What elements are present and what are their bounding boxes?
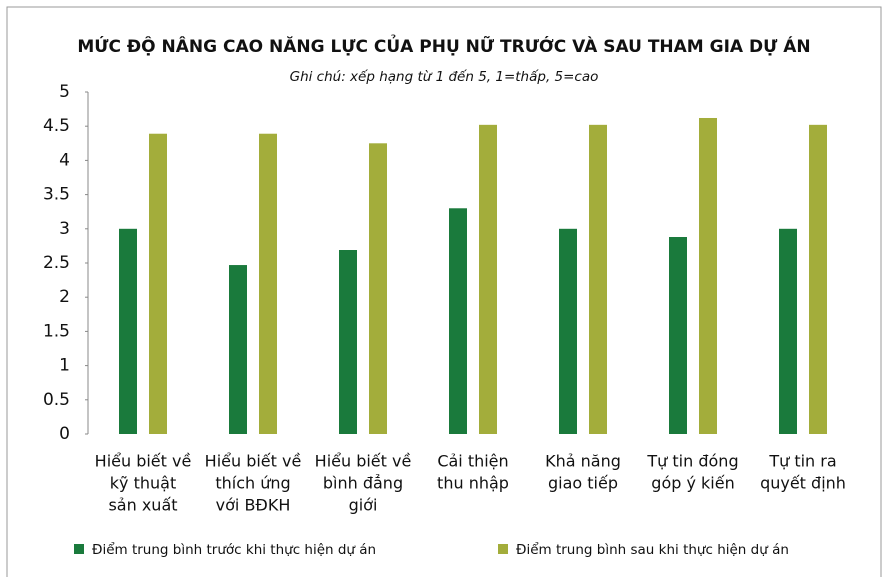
y-tick-label: 1	[59, 356, 70, 376]
legend-swatch	[74, 544, 84, 554]
bar	[339, 250, 357, 434]
x-tick-label: Cải thiện	[437, 452, 508, 471]
x-tick-label: Hiểu biết về	[315, 452, 412, 471]
x-tick-label: kỹ thuật	[110, 474, 176, 493]
y-tick-label: 3.5	[43, 185, 70, 205]
bar	[259, 133, 277, 434]
y-tick-label: 4	[59, 150, 70, 170]
bar	[479, 124, 497, 434]
x-tick-label: Hiểu biết về	[95, 452, 192, 471]
y-tick-label: 2.5	[43, 253, 70, 273]
y-tick-label: 5	[59, 82, 70, 102]
bar	[229, 265, 247, 434]
bar	[669, 237, 687, 434]
x-tick-label: thích ứng	[215, 474, 290, 493]
bar	[559, 228, 577, 434]
legend-swatch	[498, 544, 508, 554]
bar	[449, 208, 467, 434]
legend-label: Điểm trung bình trước khi thực hiện dự á…	[92, 541, 376, 558]
bar	[779, 228, 797, 434]
chart-subtitle: Ghi chú: xếp hạng từ 1 đến 5, 1=thấp, 5=…	[290, 68, 599, 85]
bar	[119, 228, 137, 434]
y-tick-label: 0.5	[43, 390, 70, 410]
x-tick-label: Tự tin ra	[768, 452, 836, 471]
x-tick-label: Hiểu biết về	[205, 452, 302, 471]
chart-title: MỨC ĐỘ NÂNG CAO NĂNG LỰC CỦA PHỤ NỮ TRƯỚ…	[77, 33, 810, 57]
bar	[809, 124, 827, 434]
x-tick-label: quyết định	[760, 474, 846, 493]
x-tick-label: bình đẳng	[323, 474, 403, 493]
bar	[369, 143, 387, 435]
x-tick-label: giao tiếp	[548, 474, 618, 493]
x-tick-label: giới	[349, 496, 378, 515]
y-tick-label: 0	[59, 424, 70, 444]
y-tick-label: 4.5	[43, 116, 70, 136]
frame	[6, 6, 882, 577]
x-tick-label: thu nhập	[437, 474, 509, 493]
x-tick-label: Khả năng	[545, 452, 621, 471]
legend-label: Điểm trung bình sau khi thực hiện dự án	[516, 541, 789, 558]
y-tick-label: 3	[59, 219, 70, 239]
x-tick-label: với BĐKH	[216, 496, 291, 515]
x-tick-label: Tự tin đóng	[646, 452, 738, 471]
bar	[589, 124, 607, 434]
x-tick-label: góp ý kiến	[651, 474, 734, 493]
x-tick-label: sản xuất	[108, 496, 177, 515]
y-tick-label: 1.5	[43, 321, 70, 341]
bar	[699, 117, 717, 434]
bar	[149, 133, 167, 434]
y-tick-label: 2	[59, 287, 70, 307]
